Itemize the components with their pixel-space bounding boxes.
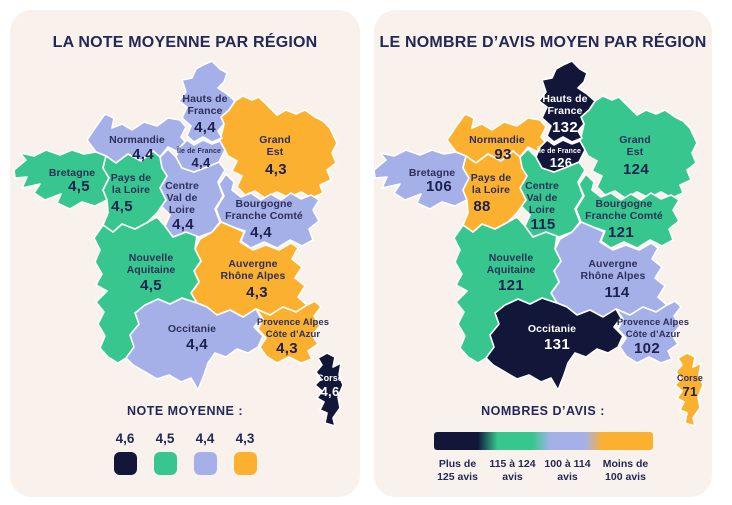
legend-gradient-bar — [433, 432, 653, 450]
region-value-ile-de-france: 126 — [550, 155, 573, 170]
legend-item-label: 4,3 — [235, 431, 255, 446]
legend-title-note-moyenne: NOTE MOYENNE : — [126, 404, 244, 418]
region-ile-de-france — [535, 139, 586, 173]
region-value-auvergne-rhone-alpes: 4,3 — [246, 284, 268, 301]
france-map-nombre-avis: Grand Est 124 Bourgogne Franche Comté 121 Auve… — [373, 60, 704, 427]
region-ile-de-france — [175, 139, 226, 173]
legend-gradient-label-1: 115 à 124 avis — [489, 458, 536, 483]
region-label-occitanie: Occitanie — [528, 323, 576, 335]
region-value-occitanie: 4,4 — [186, 336, 208, 353]
region-label-ile-de-france: Île de France — [536, 146, 581, 155]
legend-swatch-navy — [113, 452, 137, 475]
card-note-moyenne: LA NOTE MOYENNE PAR RÉGION Grand Est 4,3 Bo… — [10, 10, 360, 497]
region-value-provence-alpes-cote-dazur: 102 — [634, 340, 660, 357]
legend-title-nombre-avis: NOMBRES D’AVIS : — [481, 404, 605, 418]
region-hauts-de-france — [538, 60, 596, 143]
legend-swatch-lavender — [193, 452, 217, 475]
region-label-corse: Corse — [677, 373, 703, 383]
region-corse — [314, 352, 344, 427]
region-provence-alpes-cote-dazur — [255, 300, 322, 364]
legend-gradient-label-3: Moins de 100 avis — [602, 458, 649, 483]
region-value-nouvelle-aquitaine: 121 — [498, 277, 524, 294]
region-label-bourgogne-franche-comte: Bourgogne Franche Comté — [585, 198, 663, 222]
region-value-pays-de-la-loire: 4,5 — [111, 198, 133, 215]
card-title-nombre-avis: LE NOMBRE D’AVIS MOYEN PAR RÉGION — [379, 34, 707, 51]
region-occitanie — [484, 297, 624, 391]
region-bretagne — [373, 149, 470, 210]
region-corse — [674, 352, 704, 427]
region-label-centre-val-de-loire: Centre Val de Loire — [165, 180, 199, 216]
card-nombre-avis: LE NOMBRE D’AVIS MOYEN PAR RÉGION Grand E… — [373, 10, 712, 497]
region-label-provence-alpes-cote-dazur: Provence Alpes Côte d’Azur — [617, 317, 689, 340]
region-occitanie — [124, 297, 264, 391]
region-label-pays-de-la-loire: Pays de la Loire — [471, 172, 511, 196]
region-bretagne — [13, 149, 110, 210]
region-label-grand-est: Grand Est — [619, 134, 650, 158]
france-map-note-moyenne: Grand Est 4,3 Bourgogne Franche Comté 4,4 Auve… — [13, 60, 344, 427]
region-label-ile-de-france: Île de France — [176, 146, 221, 155]
region-label-bretagne: Bretagne — [49, 167, 95, 179]
region-grand-est — [219, 95, 338, 199]
region-value-nouvelle-aquitaine: 4,5 — [140, 277, 162, 294]
legend-item-label: 4,6 — [115, 431, 135, 446]
legend-item-navy: 4,6 — [113, 431, 137, 475]
region-value-bretagne: 4,5 — [68, 178, 90, 195]
region-label-bourgogne-franche-comte: Bourgogne Franche Comté — [225, 198, 303, 222]
region-label-nouvelle-aquitaine: Nouvelle Aquitaine — [127, 252, 176, 276]
region-value-grand-est: 124 — [623, 161, 649, 178]
legend-swatch-orange — [233, 452, 257, 475]
region-value-normandie: 4,4 — [132, 146, 154, 163]
region-value-centre-val-de-loire: 4,4 — [172, 216, 194, 233]
legend-item-orange: 4,3 — [233, 431, 257, 475]
legend-swatch-row: 4,6 4,5 4,4 4,3 — [113, 431, 257, 475]
region-value-ile-de-france: 4,4 — [192, 155, 211, 170]
region-value-bretagne: 106 — [426, 178, 452, 195]
region-provence-alpes-cote-dazur — [615, 300, 682, 364]
region-value-centre-val-de-loire: 115 — [530, 216, 555, 233]
region-value-corse: 4,6 — [321, 384, 340, 399]
region-label-auvergne-rhone-alpes: Auvergne Rhône Alpes — [581, 258, 646, 282]
region-label-centre-val-de-loire: Centre Val de Loire — [525, 180, 559, 216]
legend-nombre-avis: NOMBRES D’AVIS : Plus de 125 avis 115 à 12… — [374, 404, 712, 490]
legend-item-label: 4,5 — [155, 431, 175, 446]
region-label-grand-est: Grand Est — [259, 134, 290, 158]
region-value-hauts-de-france: 132 — [552, 119, 578, 136]
legend-item-label: 4,4 — [195, 431, 215, 446]
region-hauts-de-france — [178, 60, 236, 143]
legend-gradient-label-0: Plus de 125 avis — [437, 458, 478, 483]
region-value-corse: 71 — [682, 384, 697, 399]
region-value-bourgogne-franche-comte: 4,4 — [250, 224, 272, 241]
region-value-auvergne-rhone-alpes: 114 — [604, 284, 629, 301]
region-value-bourgogne-franche-comte: 121 — [608, 224, 634, 241]
region-value-grand-est: 4,3 — [265, 161, 287, 178]
legend-item-green: 4,5 — [153, 431, 177, 475]
region-grand-est — [579, 95, 698, 199]
region-value-provence-alpes-cote-dazur: 4,3 — [276, 340, 298, 357]
region-label-normandie: Normandie — [469, 134, 525, 146]
region-label-hauts-de-france: Hauts de France — [182, 93, 227, 117]
region-label-bretagne: Bretagne — [409, 167, 455, 179]
legend-gradient-labels: Plus de 125 avis 115 à 124 avis 100 à 114 avi… — [434, 458, 653, 490]
region-value-normandie: 93 — [494, 146, 511, 163]
region-pays-de-la-loire — [462, 150, 528, 233]
region-value-occitanie: 131 — [544, 336, 570, 353]
region-value-pays-de-la-loire: 88 — [473, 198, 490, 215]
region-label-corse: Corse — [317, 373, 343, 383]
region-value-hauts-de-france: 4,4 — [194, 119, 216, 136]
legend-swatch-green — [153, 452, 177, 475]
region-label-pays-de-la-loire: Pays de la Loire — [111, 172, 151, 196]
legend-item-lavender: 4,4 — [193, 431, 217, 475]
region-label-provence-alpes-cote-dazur: Provence Alpes Côte d’Azur — [257, 317, 329, 340]
legend-note-moyenne: NOTE MOYENNE : 4,6 4,5 4,4 4,3 — [10, 404, 360, 475]
region-label-hauts-de-france: Hauts de France — [542, 93, 587, 117]
region-label-nouvelle-aquitaine: Nouvelle Aquitaine — [487, 252, 536, 276]
legend-gradient-label-2: 100 à 114 avis — [544, 458, 591, 483]
card-title-note-moyenne: LA NOTE MOYENNE PAR RÉGION — [52, 34, 318, 51]
region-label-normandie: Normandie — [109, 134, 165, 146]
region-label-occitanie: Occitanie — [168, 323, 216, 335]
region-label-auvergne-rhone-alpes: Auvergne Rhône Alpes — [221, 258, 286, 282]
region-pays-de-la-loire — [102, 150, 168, 233]
